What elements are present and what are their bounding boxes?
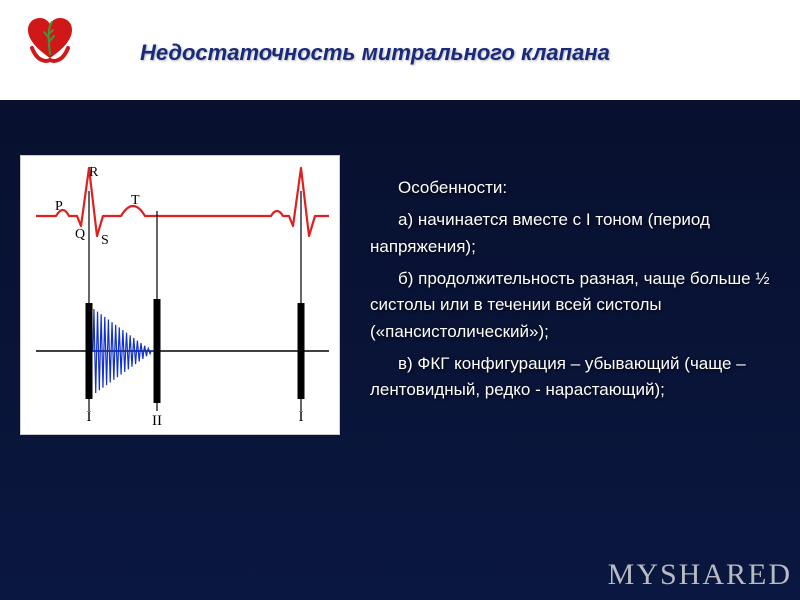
svg-text:I: I [87, 409, 92, 425]
page-title: Недостаточность митрального клапана [140, 40, 610, 66]
svg-text:T: T [131, 193, 140, 208]
svg-text:R: R [89, 165, 99, 180]
watermark: MYSHARED [608, 558, 792, 592]
feature-item-a: а) начинается вместе с I тоном (период н… [370, 207, 770, 260]
svg-text:I: I [299, 409, 304, 425]
svg-text:II: II [152, 413, 162, 429]
header: Недостаточность митрального клапана [0, 0, 800, 85]
feature-item-c: в) ФКГ конфигурация – убывающий (чаще – … [370, 351, 770, 404]
svg-text:P: P [55, 199, 63, 214]
features-heading: Особенности: [370, 175, 770, 201]
svg-text:S: S [101, 233, 109, 248]
svg-text:Q: Q [75, 227, 85, 242]
heart-logo [20, 8, 80, 68]
ecg-pcg-diagram: PQRSTIIII [20, 155, 340, 435]
features-text: Особенности: а) начинается вместе с I то… [370, 175, 770, 410]
feature-item-b: б) продолжительность разная, чаще больше… [370, 266, 770, 345]
